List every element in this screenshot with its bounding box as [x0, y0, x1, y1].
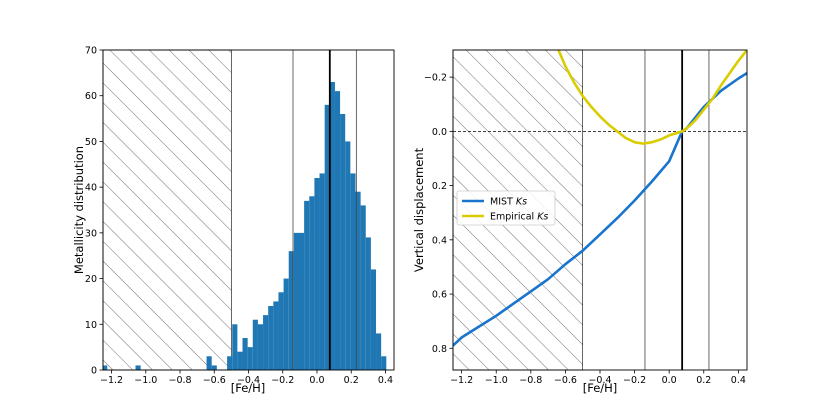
hatched-region	[102, 49, 232, 371]
right-xtick-label: −0.4	[588, 375, 611, 386]
histogram-bar	[309, 196, 315, 370]
x-axis-label: [Fe/H]	[583, 381, 618, 395]
histogram-bar	[278, 292, 284, 370]
left-xtick-label: 0.0	[309, 375, 324, 386]
right-xtick-label: 0.0	[662, 375, 677, 386]
histogram-bar	[135, 365, 141, 370]
right-ytick-label: −0.2	[424, 73, 447, 84]
histogram-bar	[319, 173, 325, 370]
right-xtick-label: −0.2	[623, 375, 646, 386]
right-xtick-label: −1.2	[450, 375, 473, 386]
histogram-bar	[288, 251, 294, 370]
histogram-bar	[324, 104, 330, 370]
histogram-bar	[370, 269, 377, 370]
histogram-bar	[293, 232, 299, 370]
series-line-0	[453, 71, 747, 347]
series-lines	[453, 50, 747, 347]
left-xtick-label: −1.2	[100, 375, 123, 386]
histogram-bar	[232, 324, 238, 370]
y-axis-ticks: 0 10 20 30 40 50 60 70	[85, 46, 103, 377]
x-axis-ticks: −1.2 −1.0 −0.8 −0.6 −0.4 −0.2 0.0 0.2 0.4	[450, 370, 746, 386]
reference-lines	[644, 50, 710, 370]
left-xtick-label: −0.6	[203, 375, 226, 386]
right-ytick-label: 0.4	[432, 235, 447, 246]
histogram-bar	[334, 91, 341, 370]
histogram-bar	[273, 301, 279, 370]
left-ytick-label: 0	[91, 366, 97, 377]
left-ytick-label: 20	[85, 274, 97, 285]
histogram-bar	[376, 333, 382, 370]
x-axis-label: [Fe/H]	[231, 381, 266, 395]
histogram-bar	[252, 319, 258, 370]
left-ytick-label: 30	[85, 228, 97, 239]
legend-label-mist: MIST Ks	[490, 197, 527, 208]
histogram-bar	[340, 114, 346, 370]
histogram-bar	[345, 141, 351, 370]
histogram-bar	[206, 356, 212, 370]
left-ytick-label: 60	[85, 91, 97, 102]
histogram-bar	[329, 82, 335, 370]
left-xtick-label: 0.2	[344, 375, 359, 386]
histogram-bar	[355, 191, 361, 370]
histogram-bar	[360, 205, 366, 370]
histogram-bar	[304, 200, 310, 370]
histogram-panel: −1.2 −1.0 −0.8 −0.6 −0.4 −0.2 0.0 0.2 0.4 0 10 20 3…	[72, 46, 395, 395]
histogram-bar	[103, 365, 108, 370]
histogram-bar	[381, 356, 387, 370]
x-axis-ticks: −1.2 −1.0 −0.8 −0.6 −0.4 −0.2 0.0 0.2 0.4	[100, 370, 393, 386]
displacement-panel: −1.2 −1.0 −0.8 −0.6 −0.4 −0.2 0.0 0.2 0.4 −0.2 0.…	[412, 49, 748, 395]
y-axis-ticks: −0.2 0.0 0.2 0.4 0.6 0.8	[424, 73, 453, 355]
histogram-bar	[242, 338, 248, 370]
right-ytick-label: 0.2	[432, 181, 447, 192]
y-axis-label: Metallicity distribution	[72, 146, 86, 274]
histogram-bar	[314, 178, 320, 370]
right-xtick-label: −0.8	[519, 375, 542, 386]
reference-lines	[292, 50, 357, 370]
left-xtick-label: −0.2	[271, 375, 294, 386]
right-xtick-label: 0.4	[731, 375, 746, 386]
histogram-bar	[257, 324, 264, 370]
legend: MIST Ks Empirical Ks	[456, 190, 556, 226]
right-xtick-label: −1.0	[485, 375, 508, 386]
histogram-bar	[227, 356, 233, 370]
right-xtick-label: −0.6	[554, 375, 577, 386]
histogram-bar	[247, 347, 253, 370]
left-ytick-label: 70	[85, 46, 97, 57]
right-ytick-label: 0.0	[432, 127, 447, 138]
left-ytick-label: 10	[85, 320, 97, 331]
left-xtick-label: −1.0	[134, 375, 157, 386]
left-xtick-label: −0.8	[168, 375, 191, 386]
histogram-bar	[237, 351, 243, 370]
legend-label-empirical: Empirical Ks	[490, 212, 548, 223]
right-xtick-label: 0.2	[696, 375, 711, 386]
histogram-bar	[268, 306, 274, 370]
y-axis-label: Vertical displacement	[412, 147, 426, 272]
histogram-bar	[283, 278, 289, 370]
right-ytick-label: 0.8	[432, 344, 447, 355]
left-xtick-label: −0.4	[237, 375, 260, 386]
left-xtick-label: 0.4	[378, 375, 393, 386]
histogram-bar	[263, 315, 269, 370]
histogram-bar	[211, 365, 217, 370]
left-ytick-label: 50	[85, 137, 97, 148]
series-line-1	[557, 50, 747, 145]
histogram-bar	[298, 232, 305, 370]
histogram-bar	[365, 237, 371, 370]
left-ytick-label: 40	[85, 183, 97, 194]
histogram-bar	[350, 173, 356, 370]
histogram-bars	[103, 82, 387, 370]
right-ytick-label: 0.6	[432, 290, 447, 301]
